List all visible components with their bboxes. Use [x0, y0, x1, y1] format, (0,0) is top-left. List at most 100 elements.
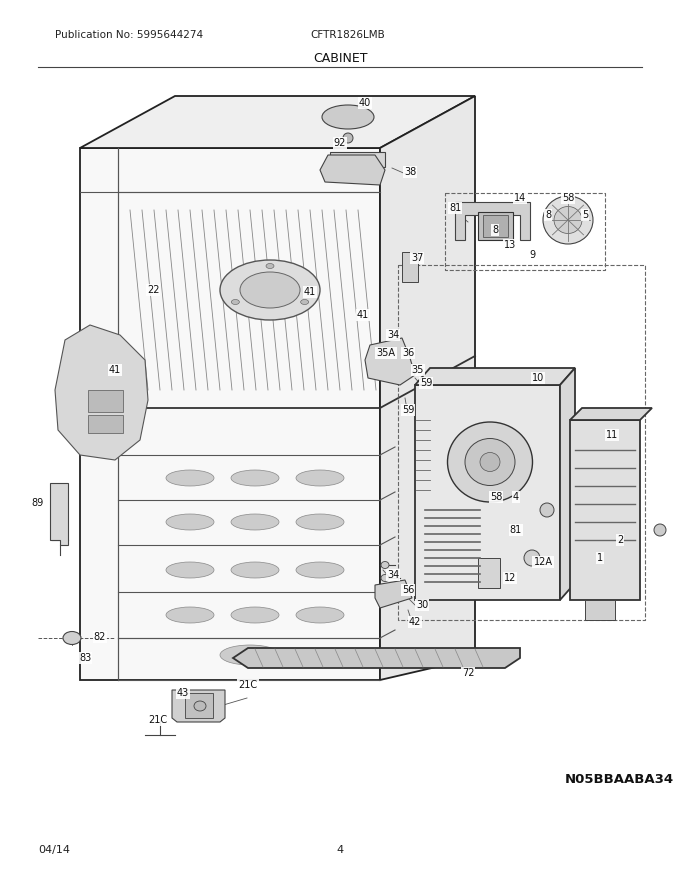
Text: CFTR1826LMB: CFTR1826LMB — [310, 30, 385, 40]
Text: 89: 89 — [32, 498, 44, 508]
Text: 13: 13 — [504, 240, 516, 250]
Text: 82: 82 — [94, 632, 106, 642]
Ellipse shape — [447, 422, 532, 502]
Bar — [585, 600, 615, 620]
Ellipse shape — [166, 470, 214, 486]
Ellipse shape — [381, 575, 389, 582]
Bar — [330, 152, 385, 167]
Ellipse shape — [381, 561, 389, 568]
Text: 41: 41 — [304, 287, 316, 297]
Text: 81: 81 — [510, 525, 522, 535]
Text: 11: 11 — [606, 430, 618, 440]
Text: 34: 34 — [387, 570, 399, 580]
Ellipse shape — [220, 645, 280, 665]
Polygon shape — [380, 96, 475, 680]
Text: 43: 43 — [177, 688, 189, 698]
Text: 30: 30 — [416, 600, 428, 610]
Polygon shape — [55, 325, 148, 460]
Text: 40: 40 — [359, 98, 371, 108]
Polygon shape — [375, 580, 412, 608]
Text: 72: 72 — [462, 668, 474, 678]
Text: 21C: 21C — [239, 680, 258, 690]
Text: 12: 12 — [504, 573, 516, 583]
Ellipse shape — [343, 133, 353, 143]
Polygon shape — [415, 368, 575, 385]
Ellipse shape — [296, 470, 344, 486]
Ellipse shape — [240, 272, 300, 308]
Ellipse shape — [166, 514, 214, 530]
Text: 58: 58 — [562, 193, 574, 203]
Ellipse shape — [465, 438, 515, 486]
Text: 04/14: 04/14 — [38, 845, 70, 855]
Bar — [478, 212, 513, 240]
Polygon shape — [172, 690, 225, 722]
Ellipse shape — [554, 207, 582, 233]
Ellipse shape — [301, 299, 309, 304]
Text: 58: 58 — [490, 492, 503, 502]
Polygon shape — [80, 96, 475, 148]
Ellipse shape — [231, 470, 279, 486]
Polygon shape — [570, 408, 652, 420]
Ellipse shape — [296, 562, 344, 578]
Text: 34: 34 — [387, 330, 399, 340]
Ellipse shape — [543, 196, 593, 244]
Ellipse shape — [231, 514, 279, 530]
Bar — [478, 558, 500, 588]
Text: 12A: 12A — [534, 557, 552, 567]
Ellipse shape — [480, 452, 500, 472]
Polygon shape — [320, 155, 385, 185]
Text: 8: 8 — [492, 225, 498, 235]
Polygon shape — [570, 420, 640, 600]
Bar — [483, 215, 508, 237]
Text: 36: 36 — [402, 348, 414, 358]
Text: 2: 2 — [617, 535, 623, 545]
Text: 42: 42 — [409, 617, 421, 627]
Text: 22: 22 — [147, 285, 159, 295]
Text: 9: 9 — [529, 250, 535, 260]
Bar — [185, 693, 213, 718]
Text: CABINET: CABINET — [313, 52, 367, 65]
Ellipse shape — [524, 550, 540, 566]
Ellipse shape — [379, 348, 387, 356]
Polygon shape — [233, 648, 520, 668]
Text: 38: 38 — [404, 167, 416, 177]
Ellipse shape — [296, 514, 344, 530]
Text: 59: 59 — [420, 378, 432, 388]
Text: 41: 41 — [357, 310, 369, 320]
Text: Publication No: 5995644274: Publication No: 5995644274 — [55, 30, 203, 40]
Text: 4: 4 — [337, 845, 343, 855]
Ellipse shape — [231, 562, 279, 578]
Text: 41: 41 — [109, 365, 121, 375]
Text: 5: 5 — [582, 210, 588, 220]
Text: 37: 37 — [411, 253, 423, 263]
Polygon shape — [50, 483, 68, 545]
Text: N05BBAABA34: N05BBAABA34 — [565, 773, 674, 786]
Ellipse shape — [296, 607, 344, 623]
Text: 4: 4 — [513, 492, 519, 502]
Text: 92: 92 — [334, 138, 346, 148]
Bar — [88, 390, 123, 412]
Bar — [88, 415, 123, 433]
Text: 21C: 21C — [148, 715, 167, 725]
Text: 59: 59 — [402, 405, 414, 415]
Ellipse shape — [540, 503, 554, 517]
Ellipse shape — [654, 524, 666, 536]
Ellipse shape — [194, 701, 206, 711]
Ellipse shape — [322, 105, 374, 129]
Bar — [402, 252, 418, 282]
Ellipse shape — [231, 299, 239, 304]
Text: 14: 14 — [514, 193, 526, 203]
Ellipse shape — [266, 263, 274, 268]
Ellipse shape — [166, 562, 214, 578]
Text: 83: 83 — [79, 653, 91, 663]
Polygon shape — [365, 338, 415, 385]
Ellipse shape — [231, 607, 279, 623]
Ellipse shape — [220, 260, 320, 320]
Text: 81: 81 — [449, 203, 461, 213]
Text: 35A: 35A — [377, 348, 396, 358]
Polygon shape — [415, 385, 560, 600]
Text: 1: 1 — [597, 553, 603, 563]
Ellipse shape — [63, 632, 81, 644]
Text: 8: 8 — [545, 210, 551, 220]
Ellipse shape — [166, 607, 214, 623]
